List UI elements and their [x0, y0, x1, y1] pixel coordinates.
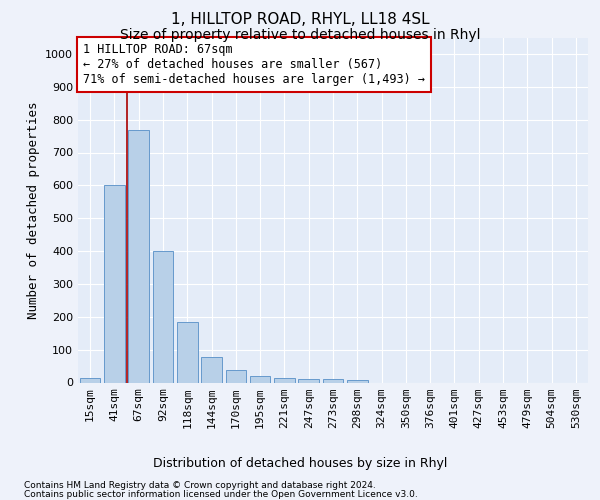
Bar — [226, 370, 246, 382]
Bar — [250, 376, 271, 382]
Text: Distribution of detached houses by size in Rhyl: Distribution of detached houses by size … — [153, 458, 447, 470]
Bar — [298, 378, 319, 382]
Bar — [201, 357, 222, 382]
Y-axis label: Number of detached properties: Number of detached properties — [26, 101, 40, 319]
Bar — [323, 378, 343, 382]
Bar — [128, 130, 149, 382]
Bar — [104, 186, 125, 382]
Text: Contains HM Land Registry data © Crown copyright and database right 2024.: Contains HM Land Registry data © Crown c… — [24, 481, 376, 490]
Bar — [80, 378, 100, 382]
Bar — [274, 378, 295, 382]
Text: 1 HILLTOP ROAD: 67sqm
← 27% of detached houses are smaller (567)
71% of semi-det: 1 HILLTOP ROAD: 67sqm ← 27% of detached … — [83, 42, 425, 86]
Text: Contains public sector information licensed under the Open Government Licence v3: Contains public sector information licen… — [24, 490, 418, 499]
Text: 1, HILLTOP ROAD, RHYL, LL18 4SL: 1, HILLTOP ROAD, RHYL, LL18 4SL — [170, 12, 430, 28]
Text: Size of property relative to detached houses in Rhyl: Size of property relative to detached ho… — [120, 28, 480, 42]
Bar — [152, 251, 173, 382]
Bar — [177, 322, 197, 382]
Bar — [347, 380, 368, 382]
